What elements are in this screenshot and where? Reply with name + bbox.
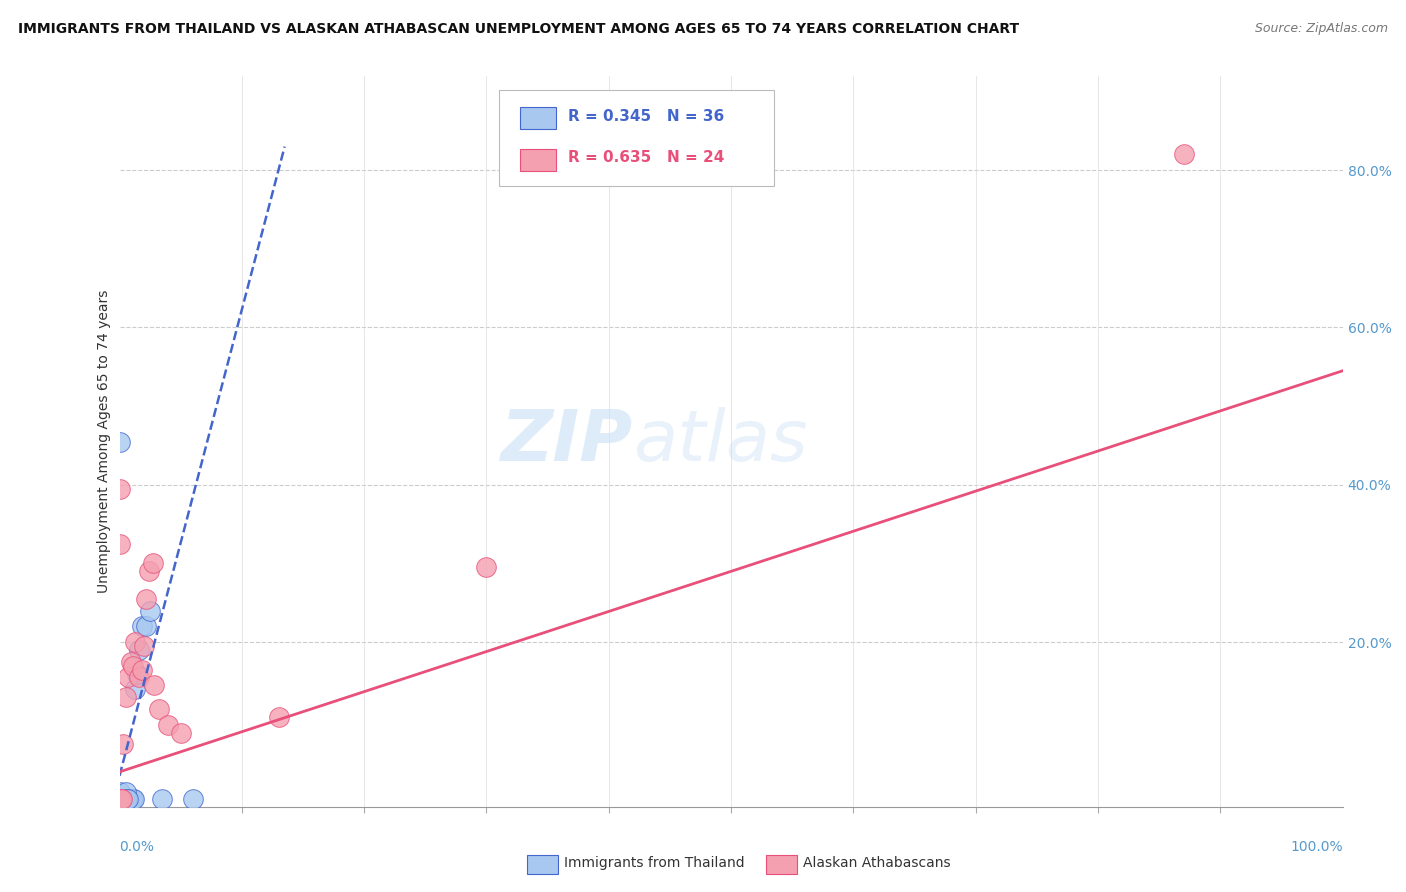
Point	[115, 792, 138, 806]
Point	[110, 792, 132, 806]
Point	[108, 792, 131, 806]
Point	[131, 619, 153, 633]
Point	[118, 792, 141, 806]
Bar	[519, 149, 557, 171]
Point	[267, 710, 290, 724]
Point	[142, 678, 165, 692]
Point	[128, 643, 150, 657]
Point	[121, 792, 143, 806]
Text: R = 0.635   N = 24: R = 0.635 N = 24	[568, 150, 725, 165]
Point	[138, 564, 160, 578]
Y-axis label: Unemployment Among Ages 65 to 74 years: Unemployment Among Ages 65 to 74 years	[97, 290, 111, 593]
Point	[110, 792, 132, 806]
Point	[122, 658, 145, 673]
Point	[157, 717, 180, 731]
Point	[117, 792, 139, 806]
Point	[111, 792, 134, 806]
Point	[181, 792, 204, 806]
Point	[131, 663, 153, 677]
FancyBboxPatch shape	[499, 90, 773, 186]
Point	[124, 635, 146, 649]
Text: Immigrants from Thailand: Immigrants from Thailand	[564, 856, 744, 871]
Bar	[519, 107, 557, 129]
Point	[110, 792, 132, 806]
Point	[112, 792, 135, 806]
Text: R = 0.345   N = 36: R = 0.345 N = 36	[568, 109, 724, 124]
Point	[139, 604, 162, 618]
Point	[122, 792, 145, 806]
Text: IMMIGRANTS FROM THAILAND VS ALASKAN ATHABASCAN UNEMPLOYMENT AMONG AGES 65 TO 74 : IMMIGRANTS FROM THAILAND VS ALASKAN ATHA…	[18, 22, 1019, 37]
Point	[135, 619, 157, 633]
Point	[135, 591, 157, 606]
Text: ZIP: ZIP	[501, 407, 633, 476]
Text: atlas: atlas	[633, 407, 808, 476]
Point	[112, 792, 135, 806]
Text: 100.0%: 100.0%	[1291, 840, 1343, 855]
Point	[111, 792, 134, 806]
Point	[120, 655, 142, 669]
Point	[108, 434, 131, 449]
Point	[128, 671, 150, 685]
Point	[122, 792, 145, 806]
Point	[112, 792, 135, 806]
Point	[148, 702, 170, 716]
Point	[169, 725, 191, 739]
Point	[117, 671, 139, 685]
Point	[124, 682, 146, 697]
Point	[108, 537, 131, 551]
Point	[112, 792, 135, 806]
Text: 0.0%: 0.0%	[120, 840, 155, 855]
Point	[108, 482, 131, 496]
Point	[111, 792, 134, 806]
Point	[114, 792, 136, 806]
Text: Alaskan Athabascans: Alaskan Athabascans	[803, 856, 950, 871]
Point	[475, 560, 498, 574]
Point	[111, 792, 134, 806]
Point	[141, 557, 163, 571]
Point	[115, 792, 138, 806]
Text: Source: ZipAtlas.com: Source: ZipAtlas.com	[1254, 22, 1388, 36]
Point	[108, 792, 131, 806]
Point	[112, 792, 135, 806]
Point	[114, 784, 136, 798]
Point	[114, 690, 136, 705]
Point	[150, 792, 173, 806]
Point	[112, 737, 135, 751]
Point	[110, 792, 132, 806]
Point	[132, 639, 155, 653]
Point	[1173, 147, 1195, 161]
Point	[108, 784, 131, 798]
Point	[108, 792, 131, 806]
Point	[125, 666, 148, 681]
Point	[108, 792, 131, 806]
Point	[110, 792, 132, 806]
Point	[117, 792, 139, 806]
Point	[108, 792, 131, 806]
